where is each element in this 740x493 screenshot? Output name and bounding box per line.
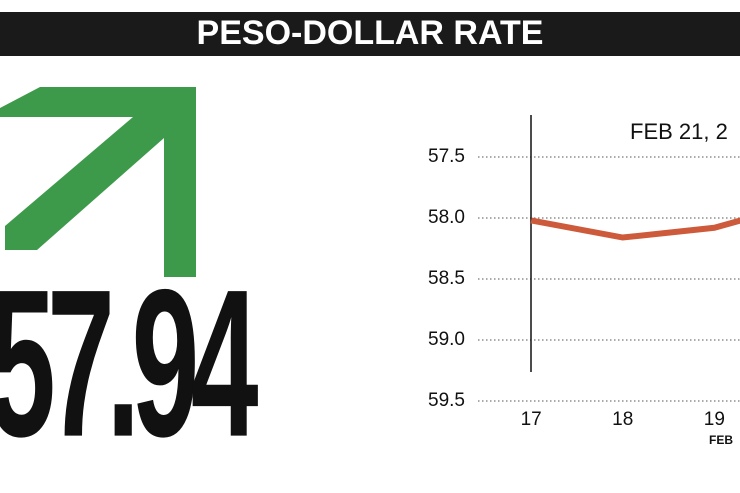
x-axis-label: FEB (709, 433, 733, 447)
annotation: FEB 21, 2 (630, 119, 728, 144)
y-tick-label: 58.5 (428, 268, 465, 289)
y-tick-label: 57.5 (428, 146, 465, 167)
y-tick-label: 58.0 (428, 207, 465, 228)
title-bar (0, 12, 740, 56)
x-tick-label: 18 (612, 409, 633, 430)
y-tick-label: 59.0 (428, 329, 465, 350)
headline-value: 57.94 (0, 246, 258, 481)
x-tick-label: 17 (521, 409, 542, 430)
x-tick-label: 19 (704, 409, 725, 430)
y-tick-label: 59.5 (428, 390, 465, 411)
chart-title: PESO-DOLLAR RATE (197, 14, 544, 52)
arrow-icon (0, 87, 196, 277)
data-line (530, 217, 740, 241)
